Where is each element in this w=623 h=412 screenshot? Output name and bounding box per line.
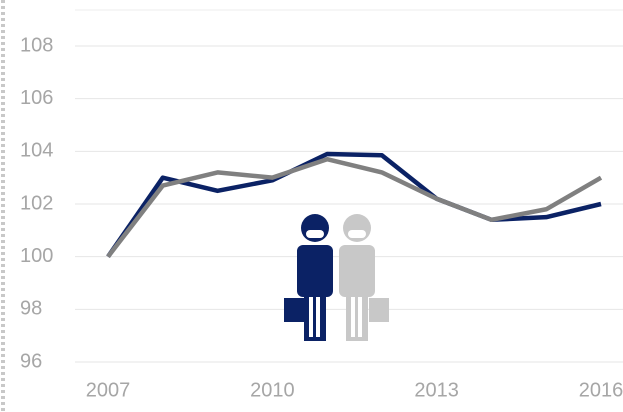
y-tick-label: 96 [20,350,42,372]
x-tick-label: 2013 [414,379,459,401]
x-tick-label: 2007 [86,379,131,401]
y-tick-label: 102 [20,192,53,214]
y-tick-label: 108 [20,34,53,56]
y-tick-label: 104 [20,140,53,162]
y-tick-label: 98 [20,298,42,320]
people-icon [284,214,389,341]
x-tick-label: 2010 [250,379,295,401]
y-tick-label: 100 [20,245,53,267]
x-tick-label: 2016 [579,379,623,401]
y-tick-label: 106 [20,87,53,109]
series-line [106,156,603,259]
series-line [106,151,602,258]
lines [106,151,603,259]
